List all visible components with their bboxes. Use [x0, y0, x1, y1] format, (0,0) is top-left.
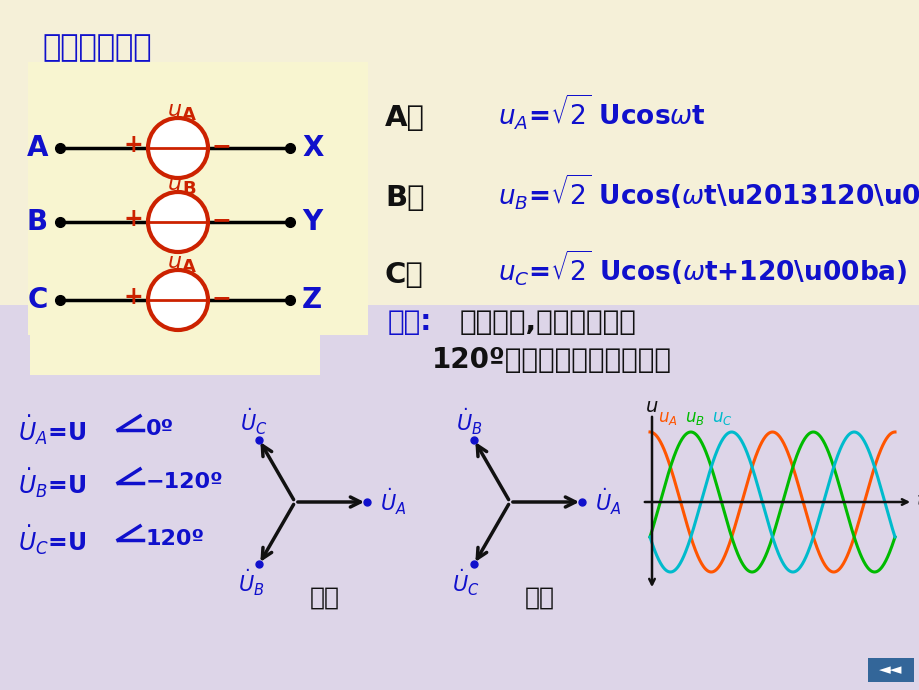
Bar	[28, 62, 368, 335]
Text: $\mathit{u}$: $\mathit{u}$	[167, 100, 182, 120]
Text: 120º，称为三相对称电源。: 120º，称为三相对称电源。	[432, 346, 671, 374]
Text: B: B	[27, 208, 48, 236]
Text: C相: C相	[384, 261, 424, 289]
Text: Y: Y	[301, 208, 322, 236]
Text: $\mathit{u}$: $\mathit{u}$	[167, 252, 182, 272]
Text: $\mathit{u}$: $\mathit{u}$	[167, 174, 182, 194]
Text: $\dot{\mathit{U}}_B$=U: $\dot{\mathit{U}}_B$=U	[18, 466, 86, 500]
Bar	[30, 235, 320, 375]
Text: $u_B$: $u_B$	[685, 409, 704, 427]
Text: $\mathit{u}_C$=$\sqrt{2}$ Ucos($\omega$t+120\u00ba): $\mathit{u}_C$=$\sqrt{2}$ Ucos($\omega$t…	[497, 248, 906, 288]
Text: −: −	[210, 286, 231, 310]
Text: +: +	[123, 133, 142, 157]
Bar	[30, 83, 320, 223]
Text: $\mathit{u}_B$=$\sqrt{2}$ Ucos($\omega$t\u2013120\u00ba): $\mathit{u}_B$=$\sqrt{2}$ Ucos($\omega$t…	[497, 172, 919, 212]
Bar	[0, 0, 919, 305]
Text: C: C	[28, 286, 48, 314]
Text: X: X	[301, 134, 323, 162]
Text: A相: A相	[384, 104, 425, 132]
Text: t: t	[916, 491, 919, 509]
Text: B: B	[182, 180, 196, 198]
Text: −120º: −120º	[146, 472, 223, 492]
Text: A: A	[182, 106, 196, 124]
Text: 120º: 120º	[146, 529, 205, 549]
Text: 逆序: 逆序	[525, 586, 554, 610]
Text: 特点:: 特点:	[388, 308, 432, 336]
Text: ◄◄: ◄◄	[879, 662, 902, 678]
Text: $\dot{\mathit{U}}_B$: $\dot{\mathit{U}}_B$	[237, 567, 264, 598]
Bar	[867, 658, 913, 682]
Text: −: −	[210, 208, 231, 232]
Text: $\dot{\mathit{U}}_A$: $\dot{\mathit{U}}_A$	[380, 487, 406, 518]
Circle shape	[148, 270, 208, 330]
Text: $\dot{\mathit{U}}_A$: $\dot{\mathit{U}}_A$	[594, 487, 620, 518]
Text: $\mathit{u}_A$=$\sqrt{2}$ Ucos$\omega$t: $\mathit{u}_A$=$\sqrt{2}$ Ucos$\omega$t	[497, 92, 705, 132]
Text: $\dot{\mathit{U}}_C$: $\dot{\mathit{U}}_C$	[451, 567, 480, 598]
Text: +: +	[123, 207, 142, 231]
Text: 大小相等,相位彼此相差: 大小相等,相位彼此相差	[460, 308, 636, 336]
Text: 正序: 正序	[310, 586, 340, 610]
Text: $u_A$: $u_A$	[657, 409, 677, 427]
Text: Z: Z	[301, 286, 322, 314]
Text: 0º: 0º	[146, 419, 174, 439]
Text: B相: B相	[384, 184, 425, 212]
Bar	[30, 157, 320, 297]
Text: −: −	[210, 134, 231, 158]
Text: +: +	[123, 285, 142, 309]
Circle shape	[148, 118, 208, 178]
Circle shape	[148, 192, 208, 252]
Text: A: A	[182, 258, 196, 276]
Text: $u_C$: $u_C$	[711, 409, 732, 427]
Text: u: u	[645, 397, 657, 415]
Text: $\dot{\mathit{U}}_B$: $\dot{\mathit{U}}_B$	[455, 406, 482, 437]
Text: $\dot{\mathit{U}}_C$: $\dot{\mathit{U}}_C$	[240, 406, 267, 437]
Text: $\dot{\mathit{U}}_C$=U: $\dot{\mathit{U}}_C$=U	[18, 523, 86, 557]
Text: $\dot{\mathit{U}}_A$=U: $\dot{\mathit{U}}_A$=U	[18, 413, 86, 447]
Text: A: A	[27, 134, 48, 162]
Text: 三相对称电压: 三相对称电压	[42, 34, 152, 63]
Bar	[0, 305, 919, 690]
